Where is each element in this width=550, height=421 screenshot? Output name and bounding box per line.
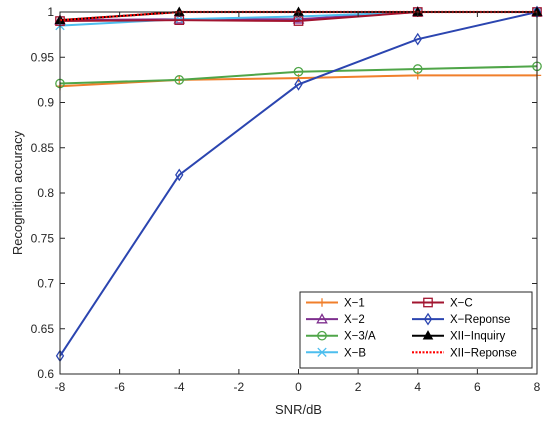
x-tick-label: 2 <box>355 380 362 394</box>
x-tick-label: -4 <box>174 380 185 394</box>
x-tick-label: 8 <box>534 380 541 394</box>
legend: X−1 X−2 X−3/A X−B X−C X−Reponse XII−Inquiry XII… <box>299 291 533 369</box>
legend-item-x-c: X−C <box>412 298 473 310</box>
data-point <box>175 168 184 182</box>
legend-item-x-b: X−B <box>306 347 366 359</box>
y-tick-label: 0.7 <box>37 277 54 291</box>
legend-marker <box>423 297 433 308</box>
legend-marker <box>422 330 434 340</box>
x-tick-label: -6 <box>114 380 125 394</box>
legend-label: X−C <box>450 298 473 310</box>
legend-item-x-3-a: X−3/A <box>306 331 376 343</box>
legend-marker <box>317 298 327 307</box>
data-point <box>412 64 423 74</box>
legend-box <box>299 291 533 369</box>
y-tick-label: 0.75 <box>31 231 55 245</box>
legend-label: X−B <box>344 347 366 359</box>
legend-item-xii-reponse: XII−Reponse <box>412 347 517 359</box>
legend-item-x-1: X−1 <box>306 298 365 310</box>
x-tick-label: -2 <box>234 380 245 394</box>
axes-layer: -8 -6 -4 -2 0 2 4 6 8 0.6 0.65 0.7 0.75 0.8 0.85 0.9 0.9… <box>31 5 541 394</box>
series-line <box>59 65 538 85</box>
y-tick-label: 0.6 <box>37 367 54 381</box>
legend-item-x-reponse: X−Reponse <box>412 312 510 326</box>
x-tick-label: -8 <box>55 380 66 394</box>
legend-marker <box>317 330 327 341</box>
data-point <box>413 32 422 46</box>
y-tick-label: 0.65 <box>31 322 55 336</box>
y-tick-label: 1 <box>47 5 54 19</box>
legend-item-x-2: X−2 <box>306 313 365 326</box>
x-tick-label: 0 <box>295 380 302 394</box>
data-point <box>294 78 303 91</box>
data-point <box>174 75 185 85</box>
legend-label: XII−Inquiry <box>450 331 506 343</box>
legend-label: XII−Reponse <box>450 347 517 359</box>
legend-label: X−Reponse <box>450 314 510 326</box>
y-tick-label: 0.85 <box>31 141 55 155</box>
y-tick-label: 0.9 <box>37 96 54 110</box>
data-point <box>293 66 304 77</box>
x-axis-label: SNR/dB <box>275 402 322 417</box>
legend-label: X−2 <box>344 314 365 326</box>
x-tick-label: 6 <box>474 380 481 394</box>
legend-label: X−1 <box>344 298 365 310</box>
y-tick-label: 0.95 <box>31 50 55 64</box>
legend-label: X−3/A <box>344 331 376 343</box>
legend-marker <box>423 312 433 326</box>
x-tick-label: 4 <box>414 380 421 394</box>
y-axis-label: Recognition accuracy <box>10 130 25 255</box>
legend-item-xii-inquiry: XII−Inquiry <box>412 330 506 343</box>
y-tick-label: 0.8 <box>37 186 54 200</box>
series-line <box>59 11 538 357</box>
data-point <box>413 71 422 80</box>
legend-marker <box>316 313 328 324</box>
legend-marker <box>317 347 327 357</box>
